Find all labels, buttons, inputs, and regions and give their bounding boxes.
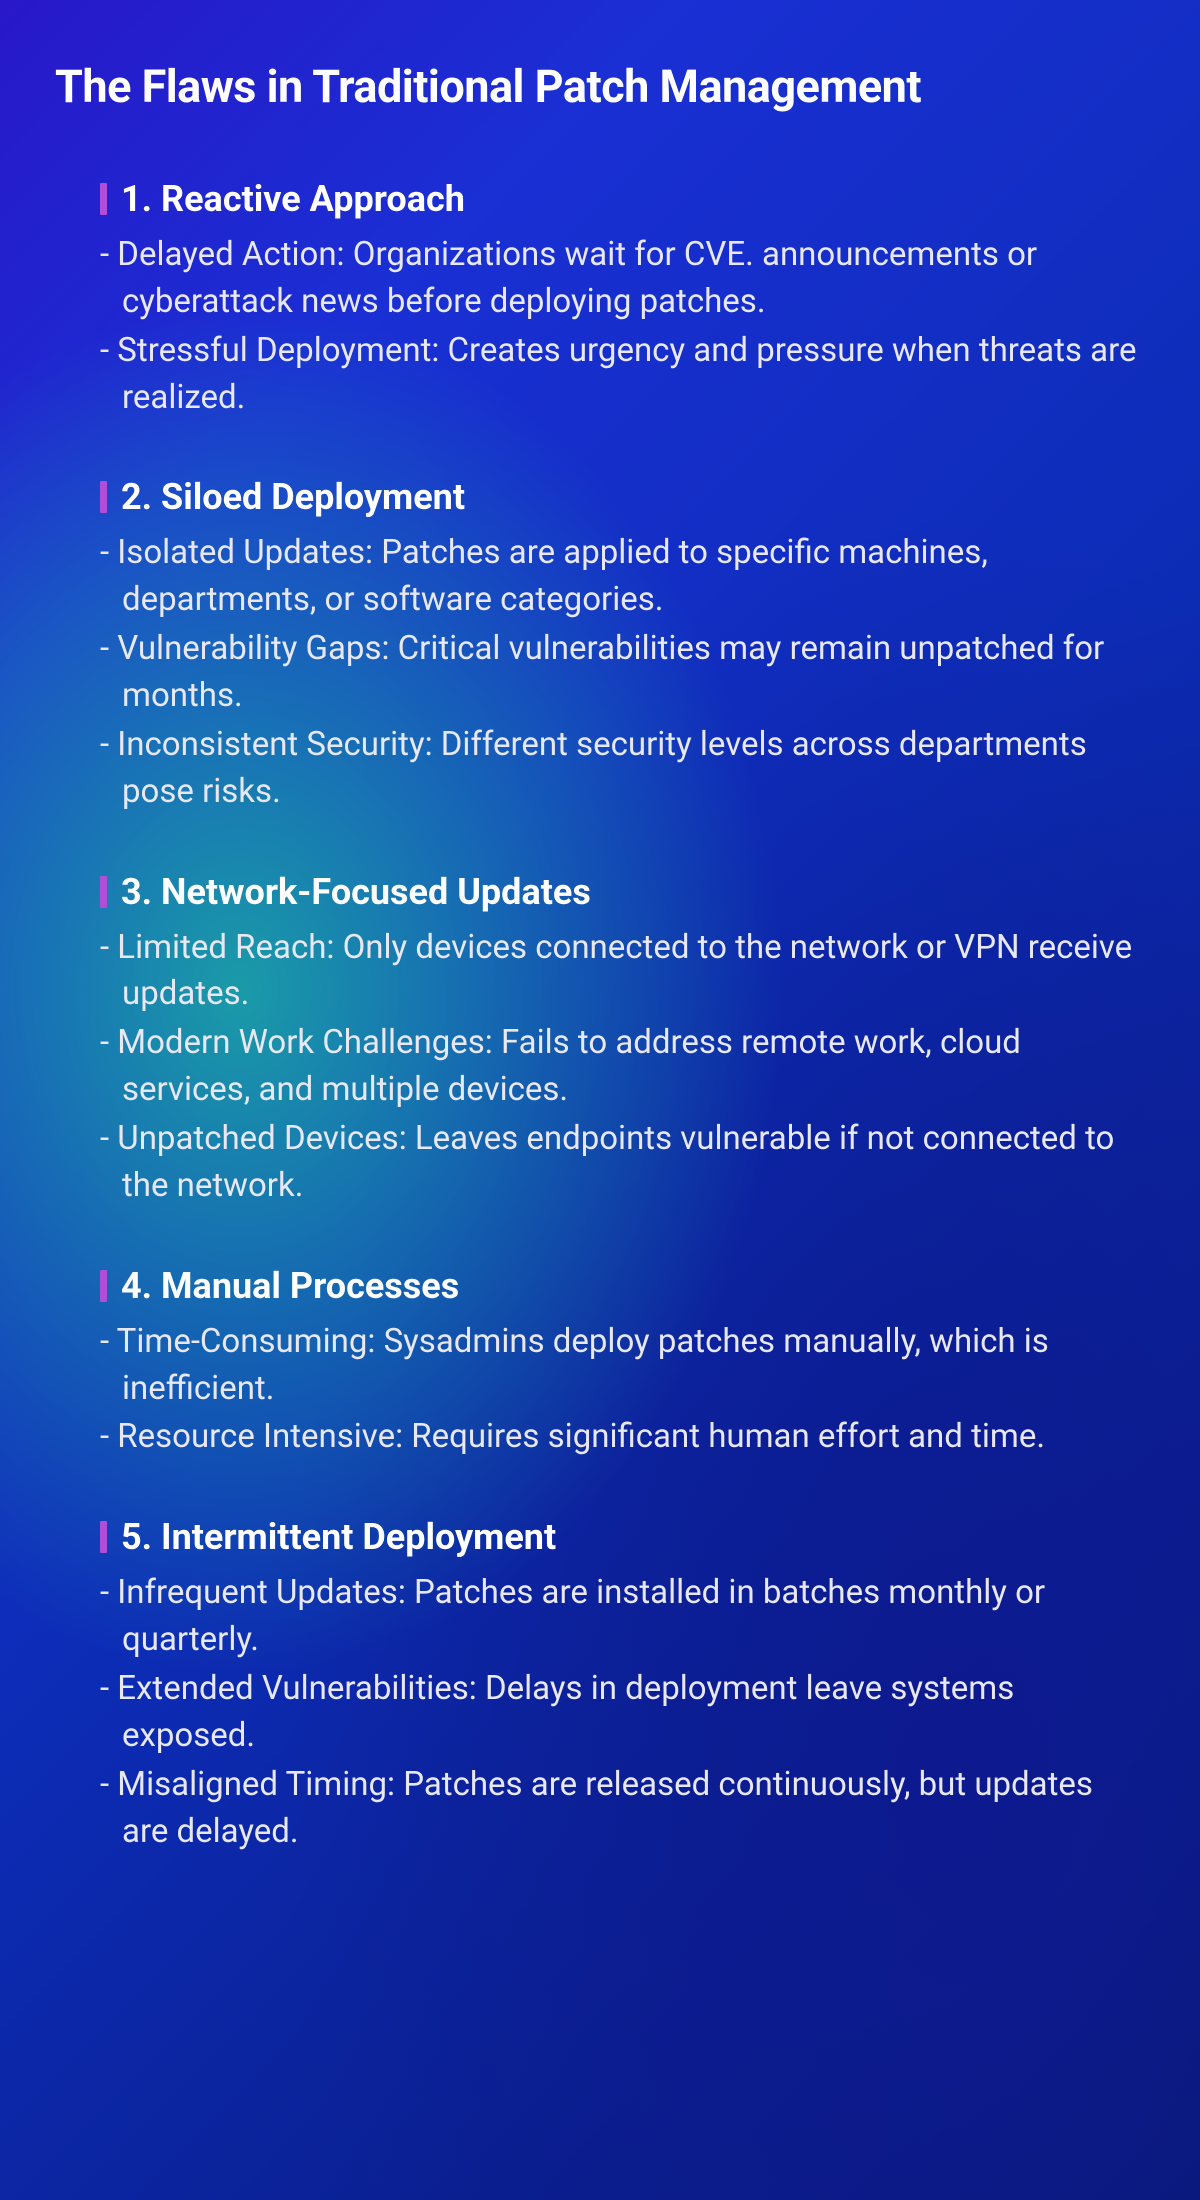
section-5: 5. Intermittent Deployment - Infrequent …	[55, 1516, 1145, 1855]
section-3: 3. Network-Focused Updates - Limited Rea…	[55, 871, 1145, 1210]
section-header: 2. Siloed Deployment	[100, 476, 1145, 518]
section-1: 1. Reactive Approach - Delayed Action: O…	[55, 178, 1145, 421]
section-header: 5. Intermittent Deployment	[100, 1516, 1145, 1558]
section-title: 4. Manual Processes	[121, 1265, 459, 1307]
section-title: 5. Intermittent Deployment	[121, 1516, 556, 1558]
section-4: 4. Manual Processes - Time-Consuming: Sy…	[55, 1265, 1145, 1462]
bullet-item: - Extended Vulnerabilities: Delays in de…	[122, 1666, 1145, 1760]
section-header: 1. Reactive Approach	[100, 178, 1145, 220]
bullet-item: - Misaligned Timing: Patches are release…	[122, 1762, 1145, 1856]
accent-bar-icon	[100, 1521, 107, 1553]
page-title: The Flaws in Traditional Patch Managemen…	[55, 60, 1145, 113]
section-2: 2. Siloed Deployment - Isolated Updates:…	[55, 476, 1145, 815]
bullet-item: - Unpatched Devices: Leaves endpoints vu…	[122, 1116, 1145, 1210]
accent-bar-icon	[100, 876, 107, 908]
bullet-item: - Limited Reach: Only devices connected …	[122, 925, 1145, 1019]
bullet-item: - Time-Consuming: Sysadmins deploy patch…	[122, 1319, 1145, 1413]
bullet-item: - Infrequent Updates: Patches are instal…	[122, 1570, 1145, 1664]
section-title: 3. Network-Focused Updates	[121, 871, 591, 913]
bullet-item: - Modern Work Challenges: Fails to addre…	[122, 1020, 1145, 1114]
accent-bar-icon	[100, 183, 107, 215]
section-header: 3. Network-Focused Updates	[100, 871, 1145, 913]
bullet-item: - Stressful Deployment: Creates urgency …	[122, 328, 1145, 422]
bullet-item: - Vulnerability Gaps: Critical vulnerabi…	[122, 626, 1145, 720]
accent-bar-icon	[100, 481, 107, 513]
bullet-item: - Delayed Action: Organizations wait for…	[122, 232, 1145, 326]
accent-bar-icon	[100, 1270, 107, 1302]
section-title: 2. Siloed Deployment	[121, 476, 465, 518]
bullet-item: - Isolated Updates: Patches are applied …	[122, 530, 1145, 624]
bullet-item: - Inconsistent Security: Different secur…	[122, 722, 1145, 816]
section-title: 1. Reactive Approach	[121, 178, 465, 220]
bullet-item: - Resource Intensive: Requires significa…	[122, 1414, 1145, 1461]
section-header: 4. Manual Processes	[100, 1265, 1145, 1307]
